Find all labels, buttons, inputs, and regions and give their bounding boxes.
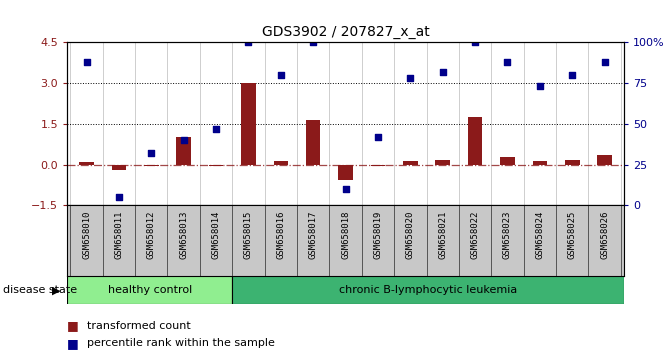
Point (178, 137, 189, 143)
Bar (274, 161, 288, 165)
Text: GSM658022: GSM658022 (470, 211, 480, 259)
Text: GSM658021: GSM658021 (438, 211, 447, 259)
Text: GSM658025: GSM658025 (568, 211, 576, 259)
Point (470, 40, 480, 45)
Point (372, 134, 383, 140)
Bar (565, 160, 580, 165)
Bar (209, 165, 223, 166)
Text: GSM658017: GSM658017 (309, 211, 317, 259)
Bar (370, 165, 385, 166)
Text: GSM658011: GSM658011 (115, 211, 123, 259)
Bar (241, 83, 256, 165)
Bar (403, 161, 417, 165)
Bar (597, 155, 612, 165)
Bar (435, 160, 450, 165)
Text: GSM658024: GSM658024 (535, 211, 544, 259)
Text: GSM658019: GSM658019 (374, 211, 382, 259)
Point (599, 59, 610, 65)
Point (308, 40, 319, 45)
Text: GSM658014: GSM658014 (211, 211, 221, 259)
Text: GSM658013: GSM658013 (179, 211, 188, 259)
Point (567, 72, 578, 78)
Bar (79, 162, 94, 165)
Text: GSM658012: GSM658012 (147, 211, 156, 259)
Point (275, 72, 286, 78)
Point (437, 69, 448, 75)
Bar (468, 117, 482, 165)
Point (405, 75, 416, 81)
Bar (144, 165, 158, 166)
Bar (232, 276, 624, 304)
Bar (176, 137, 191, 165)
Point (502, 59, 513, 65)
Text: healthy control: healthy control (107, 285, 192, 295)
Point (243, 40, 254, 45)
Text: chronic B-lymphocytic leukemia: chronic B-lymphocytic leukemia (339, 285, 517, 295)
Point (146, 150, 156, 156)
Text: ■: ■ (67, 319, 79, 332)
Bar (67, 276, 232, 304)
Bar (500, 157, 515, 165)
Text: ▶: ▶ (52, 285, 60, 295)
Point (340, 186, 351, 192)
Text: transformed count: transformed count (87, 321, 191, 331)
Bar (306, 120, 321, 165)
Point (535, 84, 546, 89)
Text: GSM658016: GSM658016 (276, 211, 285, 259)
Text: GSM658015: GSM658015 (244, 211, 253, 259)
Text: disease state: disease state (3, 285, 77, 295)
Point (113, 194, 124, 200)
Title: GDS3902 / 207827_x_at: GDS3902 / 207827_x_at (262, 25, 429, 39)
Point (211, 126, 221, 132)
Text: GSM658018: GSM658018 (341, 211, 350, 259)
Bar (111, 165, 126, 170)
Bar (338, 165, 353, 179)
Text: GSM658010: GSM658010 (82, 211, 91, 259)
Text: GSM658026: GSM658026 (600, 211, 609, 259)
Point (81, 59, 92, 65)
Bar (533, 161, 547, 165)
Text: percentile rank within the sample: percentile rank within the sample (87, 338, 275, 348)
Text: GSM658023: GSM658023 (503, 211, 512, 259)
Text: GSM658020: GSM658020 (406, 211, 415, 259)
Text: ■: ■ (67, 337, 79, 350)
